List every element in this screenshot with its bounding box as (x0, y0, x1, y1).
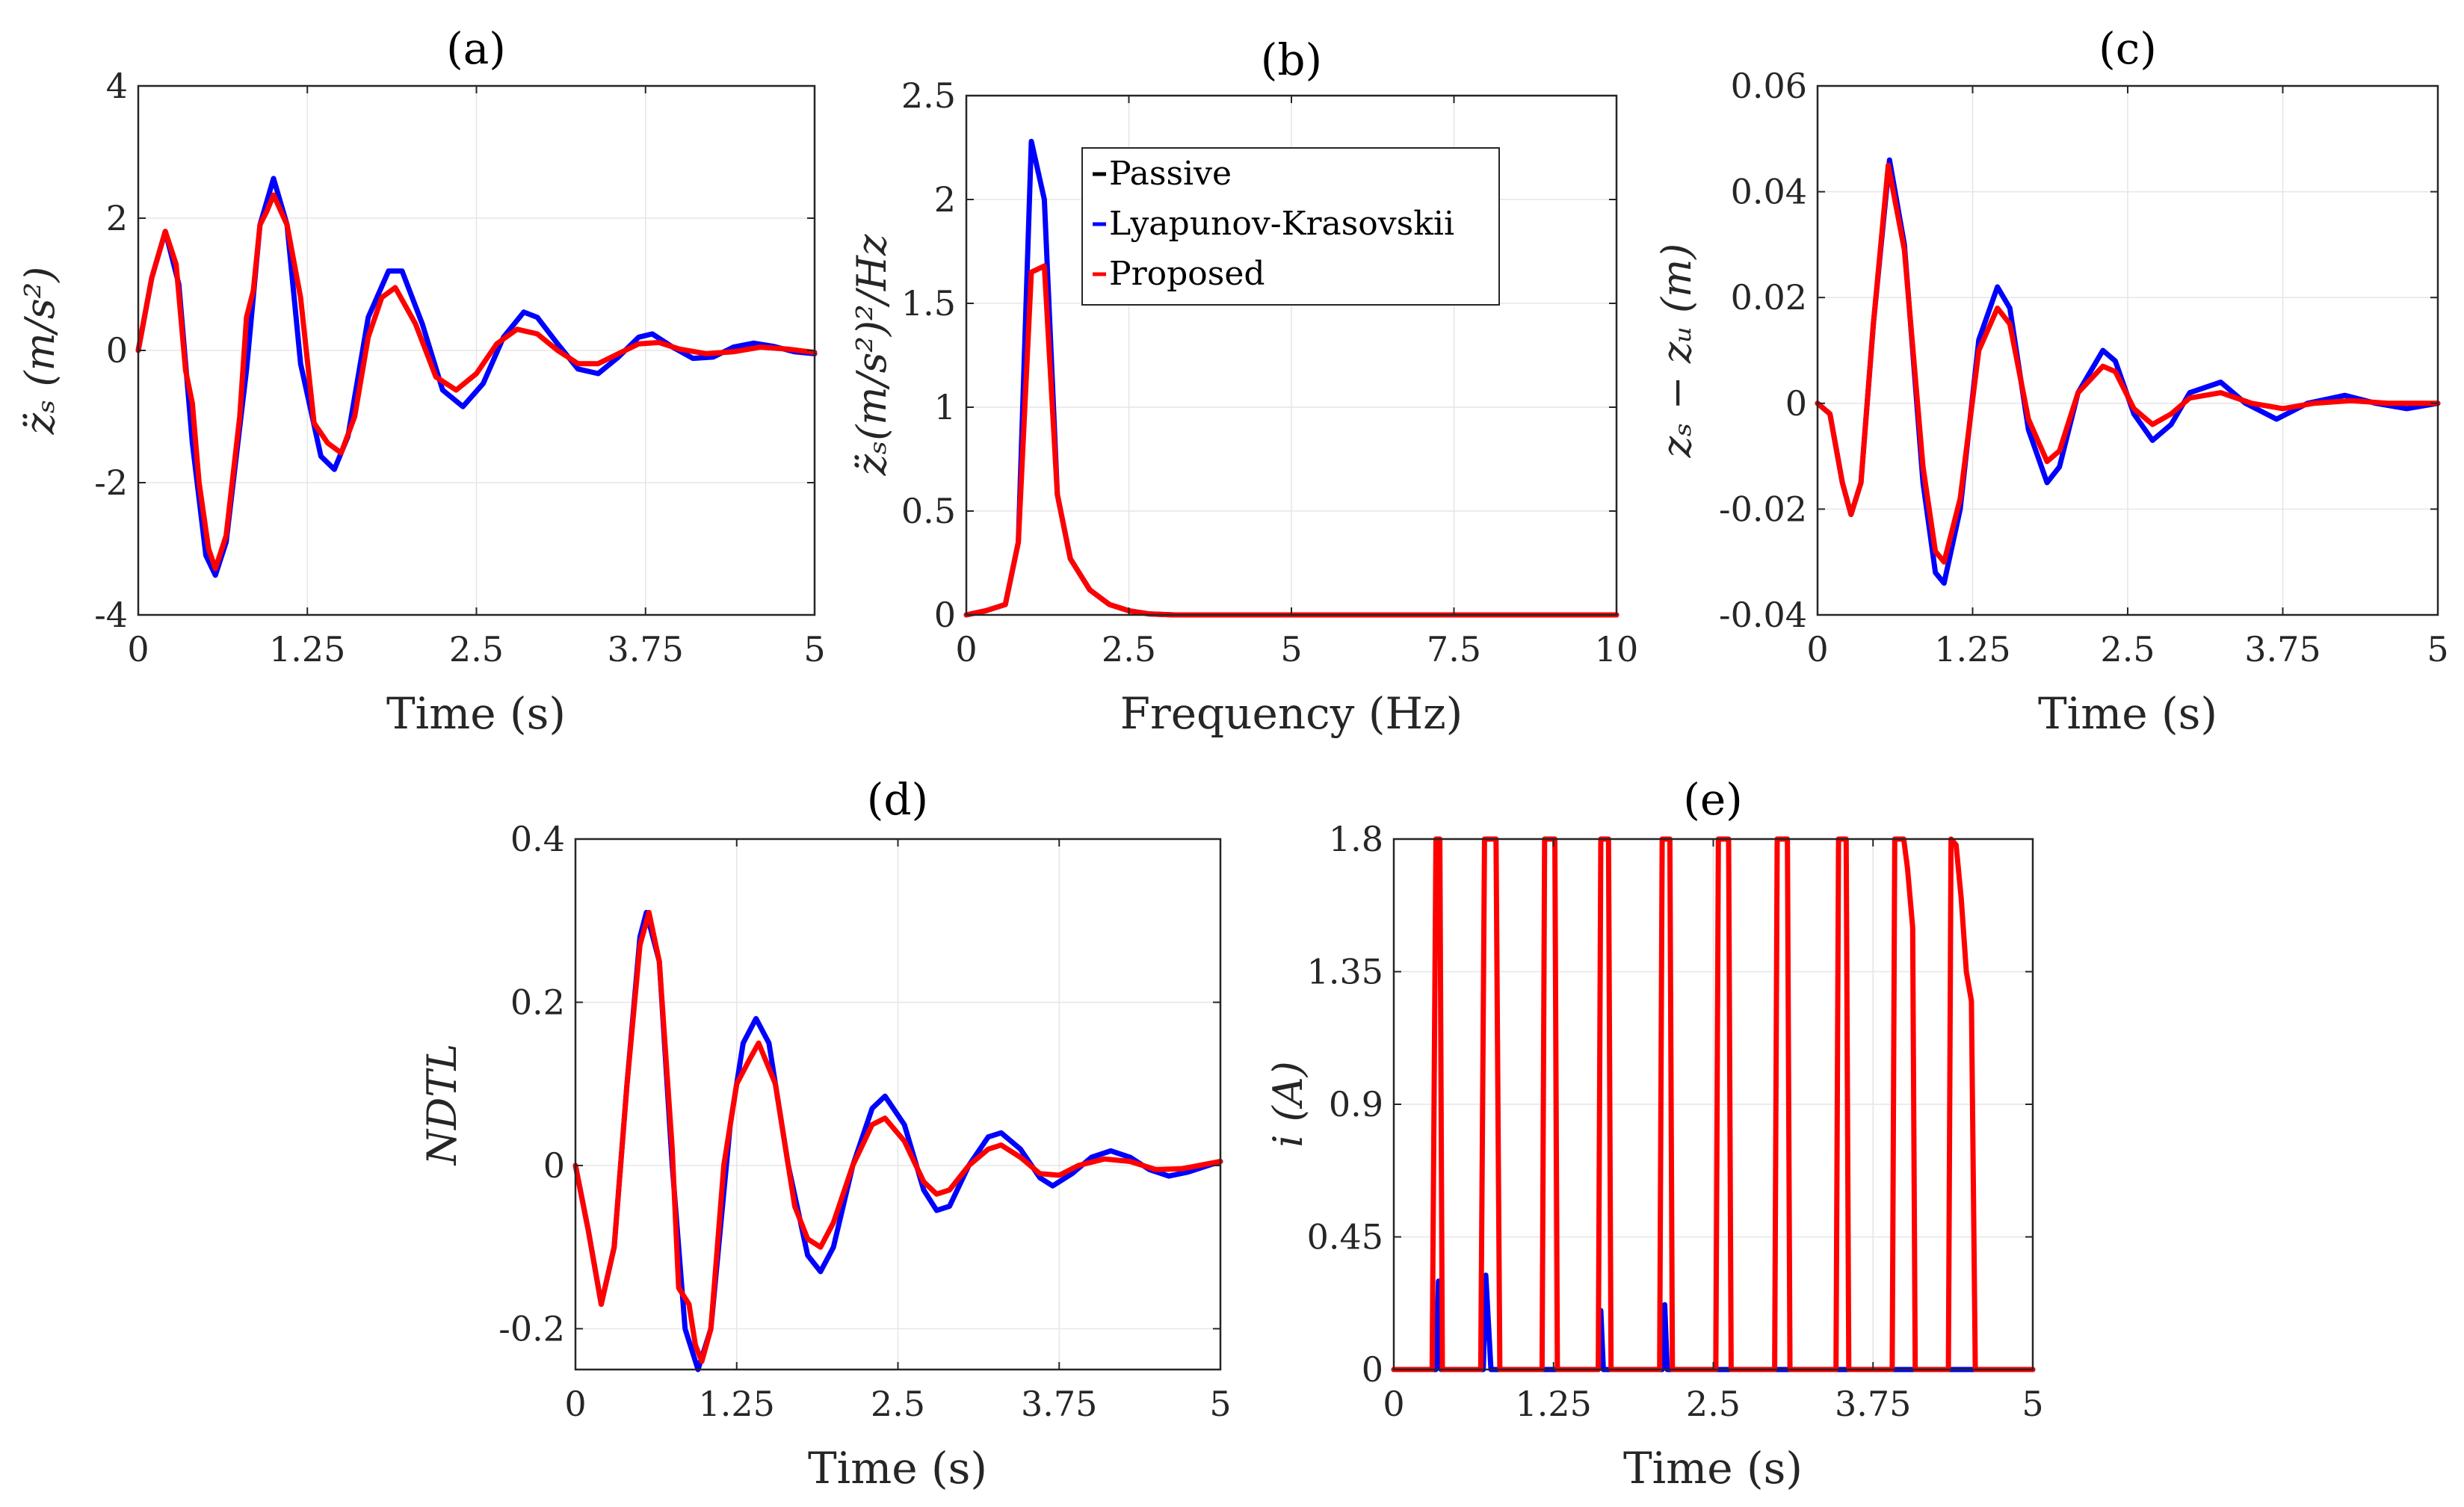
x-tick-label-b-1: 2.5 (1102, 629, 1156, 669)
y-tick-label-b-5: 2.5 (901, 75, 956, 116)
y-tick-label-d-1: 0 (543, 1145, 565, 1186)
x-tick-label-e-1: 1.25 (1516, 1384, 1592, 1424)
y-tick-label-e-1: 0.45 (1307, 1217, 1383, 1257)
x-tick-label-d-4: 5 (1209, 1384, 1231, 1424)
y-tick-label-e-2: 0.9 (1329, 1084, 1383, 1124)
y-tick-label-e-4: 1.8 (1329, 819, 1383, 859)
y-tick-label-e-0: 0 (1362, 1349, 1383, 1390)
y-tick-label-b-2: 1 (934, 387, 956, 427)
x-tick-label-c-0: 0 (1806, 629, 1828, 669)
x-tick-label-a-0: 0 (127, 629, 149, 669)
x-tick-label-a-3: 3.75 (608, 629, 684, 669)
x-tick-label-e-3: 3.75 (1835, 1384, 1911, 1424)
y-tick-label-a-2: 0 (106, 330, 128, 371)
panel-b: 0 2.5 5 7.5 10 0 0.5 1 1.5 2 2.5 (b) Frequency (Hz… (848, 34, 1638, 739)
legend-label-lyapunov: Lyapunov-Krasovskii (1109, 205, 1454, 243)
legend-box (1081, 147, 1500, 306)
x-tick-label-b-2: 5 (1280, 629, 1302, 669)
y-tick-label-c-0: -0.04 (1719, 595, 1807, 635)
x-tick-label-c-4: 5 (2427, 629, 2448, 669)
y-tick-label-b-1: 0.5 (901, 491, 956, 531)
x-tick-label-d-0: 0 (564, 1384, 586, 1424)
panel-d: 0 1.25 2.5 3.75 5 -0.2 0 0.2 0.4 (d) Time (s) ND… (419, 774, 1232, 1494)
y-tick-label-b-4: 2 (934, 179, 956, 220)
x-tick-label-e-4: 5 (2022, 1384, 2043, 1424)
y-tick-label-c-2: 0 (1785, 383, 1807, 424)
y-axis-label-d: NDTL (419, 1044, 466, 1166)
x-tick-label-e-0: 0 (1383, 1384, 1404, 1424)
x-tick-label-d-2: 2.5 (871, 1384, 925, 1424)
x-tick-label-d-3: 3.75 (1021, 1384, 1097, 1424)
panel-title-d: (d) (867, 774, 928, 825)
x-axis-label-c: Time (s) (2038, 688, 2217, 739)
y-tick-label-c-5: 0.06 (1731, 66, 1807, 106)
panel-c: 0 1.25 2.5 3.75 5 -0.04 -0.02 0 0.02 0.04 0.06 (c)… (1653, 23, 2449, 739)
panel-a: 0 1.25 2.5 3.75 5 -4 -2 0 2 4 (a) Time (s) z̈ₛ (m… (16, 23, 826, 739)
x-axis-label-b: Frequency (Hz) (1120, 688, 1463, 739)
series-line-a-proposed (135, 192, 818, 572)
y-tick-label-a-1: -2 (94, 462, 128, 503)
y-tick-label-b-0: 0 (934, 595, 956, 635)
y-tick-label-c-3: 0.02 (1731, 277, 1807, 318)
y-tick-label-c-4: 0.04 (1731, 172, 1807, 212)
panel-e: 0 1.25 2.5 3.75 5 0 0.45 0.9 1.35 1.8 (e) Time (s… (1265, 774, 2044, 1494)
y-axis-label-a: z̈ₛ (m/s²) (16, 267, 64, 436)
y-axis-label-c: zₛ − zᵤ (m) (1653, 244, 1700, 459)
panel-title-c: (c) (2099, 23, 2157, 74)
y-axis-label-e: i (A) (1265, 1061, 1312, 1148)
y-tick-label-a-3: 2 (106, 198, 128, 238)
series-d (572, 909, 1223, 1373)
y-tick-label-c-1: -0.02 (1719, 489, 1807, 529)
panel-title-b: (b) (1261, 34, 1322, 85)
legend-label-passive: Passive (1109, 155, 1232, 193)
series-b (963, 138, 1619, 618)
ticks-c: 0 1.25 2.5 3.75 5 -0.04 -0.02 0 0.02 0.04 0.06 (1719, 66, 2449, 669)
series-line-c-proposed (1815, 162, 2441, 565)
y-tick-label-e-3: 1.35 (1307, 952, 1383, 992)
series-a (135, 176, 818, 578)
x-tick-label-c-3: 3.75 (2244, 629, 2321, 669)
panel-title-a: (a) (446, 23, 506, 74)
y-axis-label-b: z̈ₛ(m/s²)²/Hz (848, 234, 895, 476)
series-line-b-proposed (963, 263, 1619, 618)
y-tick-label-a-0: -4 (94, 595, 128, 635)
x-tick-label-a-2: 2.5 (449, 629, 504, 669)
x-tick-label-a-4: 5 (803, 629, 825, 669)
y-tick-label-a-4: 4 (106, 66, 128, 106)
x-tick-label-d-1: 1.25 (699, 1384, 775, 1424)
panel-title-e: (e) (1683, 774, 1743, 825)
x-tick-label-b-3: 7.5 (1427, 629, 1481, 669)
legend: Passive Lyapunov-Krasovskii Proposed (1081, 147, 1500, 306)
x-tick-label-b-4: 10 (1595, 629, 1639, 669)
ticks-e: 0 1.25 2.5 3.75 5 0 0.45 0.9 1.35 1.8 (1307, 819, 2044, 1424)
series-c (1815, 157, 2441, 586)
x-axis-label-e: Time (s) (1623, 1443, 1803, 1494)
ticks-a: 0 1.25 2.5 3.75 5 -4 -2 0 2 4 (94, 66, 825, 669)
y-tick-label-b-3: 1.5 (901, 283, 956, 324)
ticks-d: 0 1.25 2.5 3.75 5 -0.2 0 0.2 0.4 (498, 819, 1231, 1424)
x-tick-label-c-2: 2.5 (2100, 629, 2155, 669)
series-line-d-proposed (572, 909, 1223, 1364)
x-axis-label-d: Time (s) (808, 1443, 987, 1494)
y-tick-label-d-0: -0.2 (498, 1308, 565, 1349)
x-tick-label-a-1: 1.25 (269, 629, 345, 669)
y-tick-label-d-3: 0.4 (510, 819, 565, 859)
legend-label-proposed: Proposed (1109, 255, 1265, 293)
ticks-b: 0 2.5 5 7.5 10 0 0.5 1 1.5 2 2.5 (901, 75, 1638, 669)
x-tick-label-c-1: 1.25 (1934, 629, 2010, 669)
x-tick-label-b-0: 0 (955, 629, 977, 669)
x-tick-label-e-2: 2.5 (1686, 1384, 1741, 1424)
y-tick-label-d-2: 0.2 (510, 982, 565, 1022)
x-axis-label-a: Time (s) (386, 688, 566, 739)
